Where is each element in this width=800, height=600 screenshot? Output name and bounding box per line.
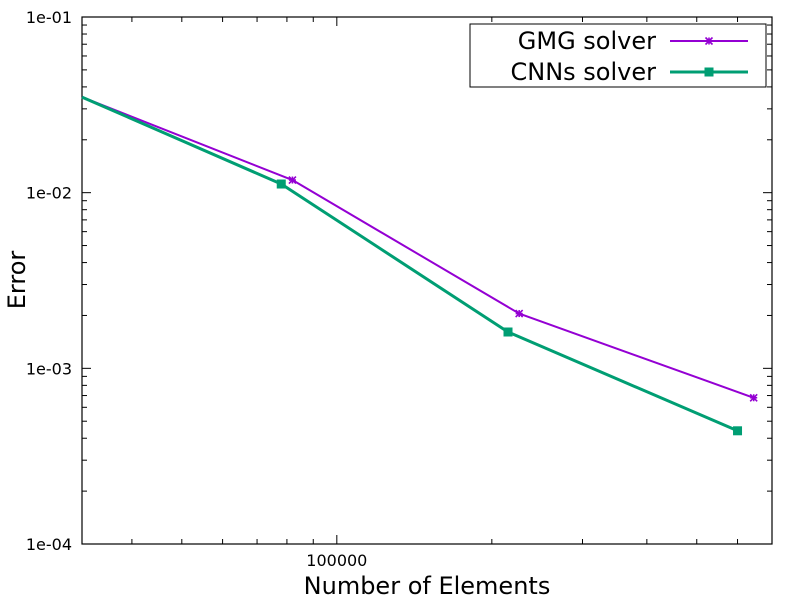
data-point-cnns: [276, 179, 286, 189]
data-point-gmg: [749, 393, 758, 402]
series-line-gmg: [81, 96, 755, 399]
plot-frame: [81, 16, 773, 545]
axis-ticks: [82, 16, 773, 545]
legend-samples: [670, 36, 748, 77]
data-point-gmg: [288, 175, 297, 185]
axis-tick-labels: 1e-01 1e-02 1e-03 1e-04 100000: [26, 8, 368, 570]
y-tick-label: 1e-02: [26, 184, 72, 203]
x-tick-label: 100000: [306, 551, 367, 570]
series-lines: [81, 95, 755, 433]
data-point-cnns: [733, 426, 743, 436]
y-tick-label: 1e-01: [26, 8, 72, 27]
y-axis-label: Error: [3, 251, 31, 310]
data-point-gmg: [515, 309, 524, 318]
legend-box: [469, 23, 767, 88]
legend: GMG solver CNNs solver: [469, 23, 767, 88]
data-point-cnns: [503, 327, 513, 337]
series-markers: [276, 175, 758, 436]
legend-label-cnns: CNNs solver: [511, 58, 657, 86]
legend-marker-cnns: [704, 67, 714, 77]
y-tick-label: 1e-03: [26, 359, 72, 378]
series-line-cnns: [81, 95, 739, 433]
legend-marker-gmg: [704, 36, 714, 46]
legend-label-gmg: GMG solver: [518, 27, 656, 55]
x-axis-label: Number of Elements: [304, 572, 551, 600]
y-tick-label: 1e-04: [26, 535, 72, 554]
